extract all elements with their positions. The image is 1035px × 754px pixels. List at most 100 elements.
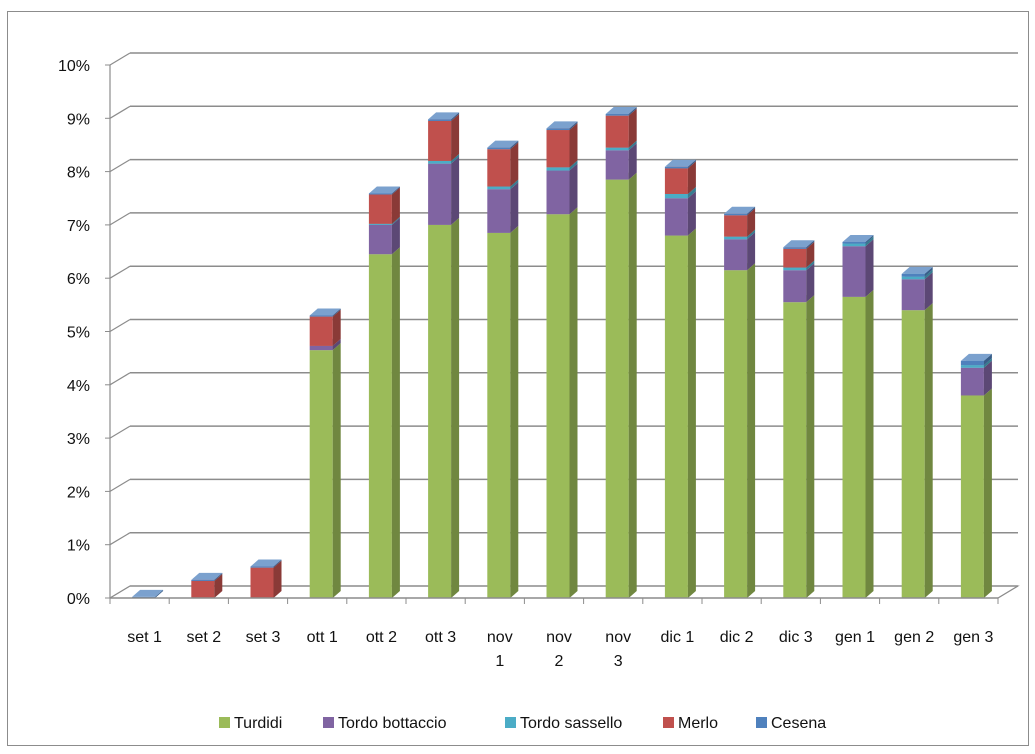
bar-segment-turdidi bbox=[605, 172, 637, 598]
x-axis bbox=[109, 585, 1019, 604]
y-tick-label: 1% bbox=[67, 538, 90, 555]
bar-segment-turdidi bbox=[428, 217, 460, 598]
bar-segment-cesena bbox=[309, 308, 341, 317]
bar-stack-nov-1 bbox=[487, 140, 519, 598]
gridline-diagonal bbox=[109, 532, 131, 546]
gridline-diagonal bbox=[109, 212, 131, 226]
y-tick-label: 0% bbox=[67, 591, 90, 608]
legend-item-tordo-sassello: Tordo sassello bbox=[505, 715, 622, 732]
bar-stack-set-2 bbox=[191, 572, 223, 598]
y-tick-label: 7% bbox=[67, 218, 90, 235]
x-tick-label: dic 3 bbox=[779, 629, 813, 646]
legend-swatch bbox=[323, 717, 334, 728]
y-tick-label: 10% bbox=[58, 58, 90, 75]
legend-label: Turdidi bbox=[234, 715, 282, 732]
gridline-diagonal bbox=[109, 372, 131, 386]
bar-segment-tordo-bottaccio bbox=[842, 239, 874, 297]
gridline-diagonal bbox=[109, 318, 131, 333]
x-tick-label: ott 1 bbox=[307, 629, 338, 646]
bar-segment-cesena bbox=[191, 572, 223, 581]
bar-segment-cesena bbox=[546, 121, 578, 131]
x-tick-label: set 1 bbox=[127, 629, 162, 646]
x-tick-label: gen 1 bbox=[835, 629, 875, 646]
bar-stack-dic-3 bbox=[783, 240, 815, 598]
bar-segment-turdidi bbox=[783, 295, 815, 598]
bar-segment-tordo-bottaccio bbox=[546, 163, 578, 215]
legend: Turdidi Tordo bottaccio Tordo sassello Merl… bbox=[219, 715, 826, 732]
bar-segment-turdidi bbox=[960, 388, 992, 598]
x-axis-tick-labels: set 1 set 2 set 3 ott 1 ott 2 ott 3 nov 1 nov 2 no… bbox=[127, 629, 993, 670]
y-axis-tick-labels: 0% 1% 2% 3% 4% 5% 6% 7% 8% 9% 10% bbox=[58, 58, 90, 608]
bar-segment-cesena bbox=[428, 112, 460, 121]
legend-item-tordo-bottaccio: Tordo bottaccio bbox=[323, 715, 447, 732]
bar-segment-turdidi bbox=[487, 225, 519, 598]
x-tick-label: dic 2 bbox=[720, 629, 754, 646]
gridline-diagonal bbox=[109, 105, 131, 119]
legend-label: Tordo bottaccio bbox=[338, 715, 447, 732]
y-tick-label: 6% bbox=[67, 271, 90, 288]
bar-segment-turdidi bbox=[842, 289, 874, 598]
x-tick-label: nov 2 bbox=[546, 629, 572, 670]
bar-segment-cesena bbox=[842, 234, 874, 244]
y-tick-label: 9% bbox=[67, 111, 90, 128]
bar-segment-tordo-bottaccio bbox=[428, 156, 460, 225]
legend-item-merlo: Merlo bbox=[663, 715, 718, 732]
bar-stack-gen-1 bbox=[842, 234, 874, 598]
gridline-diagonal bbox=[109, 425, 131, 439]
legend-label: Merlo bbox=[678, 715, 718, 732]
legend-swatch bbox=[219, 717, 230, 728]
legend-swatch bbox=[505, 717, 516, 728]
bar-segment-cesena bbox=[960, 353, 992, 366]
gridline-diagonal bbox=[109, 478, 131, 492]
bar-stack-ott-2 bbox=[368, 186, 400, 598]
bar-stack-ott-3 bbox=[428, 112, 460, 598]
bar-stack-dic-1 bbox=[664, 159, 696, 598]
bar-stack-gen-2 bbox=[901, 266, 933, 598]
x-tick-label: nov 1 bbox=[487, 629, 513, 670]
gridline-diagonal bbox=[109, 265, 131, 279]
x-tick-label: set 3 bbox=[246, 629, 281, 646]
legend-label: Tordo sassello bbox=[520, 715, 622, 732]
gridline-diagonal bbox=[109, 159, 131, 173]
bar-segment-cesena bbox=[724, 206, 756, 216]
bar-segment-cesena bbox=[783, 240, 815, 249]
bars bbox=[132, 107, 992, 599]
x-tick-label: set 2 bbox=[186, 629, 221, 646]
bar-segment-cesena bbox=[368, 186, 400, 195]
y-tick-label: 2% bbox=[67, 484, 90, 501]
bar-segment-merlo bbox=[428, 113, 460, 161]
x-tick-label: dic 1 bbox=[661, 629, 695, 646]
legend-item-cesena: Cesena bbox=[756, 715, 826, 732]
bar-segment-cesena bbox=[487, 140, 519, 150]
bar-segment-turdidi bbox=[901, 303, 933, 598]
bar-stack-ott-1 bbox=[309, 308, 341, 598]
bar-segment-tordo-bottaccio bbox=[487, 182, 519, 233]
x-axis-edge bbox=[997, 585, 1019, 599]
legend-swatch bbox=[663, 717, 674, 728]
bar-segment-turdidi bbox=[724, 263, 756, 598]
legend-label: Cesena bbox=[771, 715, 826, 732]
y-tick-label: 8% bbox=[67, 165, 90, 182]
x-tick-label: nov 3 bbox=[605, 629, 631, 670]
legend-swatch bbox=[756, 717, 767, 728]
bar-segment-cesena bbox=[901, 266, 933, 277]
legend-item-turdidi: Turdidi bbox=[219, 715, 282, 732]
bar-stack-dic-2 bbox=[724, 206, 756, 598]
bar-segment-cesena bbox=[250, 559, 282, 568]
bar-segment-turdidi bbox=[368, 247, 400, 598]
gridline-diagonal bbox=[109, 585, 131, 599]
bar-stack-gen-3 bbox=[960, 353, 992, 598]
y-tick-label: 4% bbox=[67, 378, 90, 395]
x-tick-label: gen 2 bbox=[894, 629, 934, 646]
bar-stack-nov-2 bbox=[546, 121, 578, 599]
x-tick-label: ott 3 bbox=[425, 629, 456, 646]
bar-segment-cesena bbox=[664, 159, 696, 169]
bar-segment-turdidi bbox=[664, 228, 696, 598]
gridline-diagonal bbox=[109, 52, 131, 66]
y-tick-label: 5% bbox=[67, 325, 90, 342]
y-tick-label: 3% bbox=[67, 431, 90, 448]
bar-segment-turdidi bbox=[309, 343, 341, 598]
bar-segment-turdidi bbox=[546, 207, 578, 599]
bar-segment-cesena bbox=[605, 107, 637, 116]
